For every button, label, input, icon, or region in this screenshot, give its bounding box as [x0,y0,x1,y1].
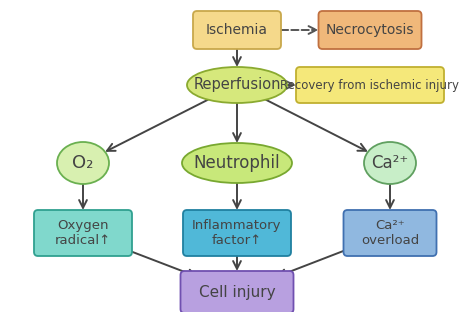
Text: Oxygen
radical↑: Oxygen radical↑ [55,219,111,247]
Text: Inflammatory
factor↑: Inflammatory factor↑ [192,219,282,247]
Ellipse shape [182,143,292,183]
FancyBboxPatch shape [344,210,437,256]
FancyArrowPatch shape [233,103,241,141]
Text: Recovery from ischemic injury: Recovery from ischemic injury [281,79,459,91]
FancyArrowPatch shape [286,81,294,89]
Ellipse shape [57,142,109,184]
Text: Reperfusion: Reperfusion [193,77,281,92]
Ellipse shape [187,67,287,103]
FancyBboxPatch shape [181,271,293,312]
FancyBboxPatch shape [319,11,421,49]
FancyArrowPatch shape [107,100,208,151]
FancyArrowPatch shape [278,247,353,277]
FancyBboxPatch shape [193,11,281,49]
Text: Ca²⁺
overload: Ca²⁺ overload [361,219,419,247]
Text: Necrocytosis: Necrocytosis [326,23,414,37]
Text: Cell injury: Cell injury [199,285,275,300]
Ellipse shape [364,142,416,184]
FancyArrowPatch shape [233,49,241,65]
FancyArrowPatch shape [121,247,196,277]
FancyBboxPatch shape [296,67,444,103]
FancyArrowPatch shape [386,184,394,208]
FancyArrowPatch shape [266,100,366,151]
FancyArrowPatch shape [281,26,316,34]
Text: O₂: O₂ [73,154,94,172]
Text: Neutrophil: Neutrophil [194,154,280,172]
FancyArrowPatch shape [233,183,241,208]
FancyArrowPatch shape [233,256,241,269]
FancyBboxPatch shape [34,210,132,256]
FancyArrowPatch shape [79,184,87,208]
FancyBboxPatch shape [183,210,291,256]
Text: Ischemia: Ischemia [206,23,268,37]
Text: Ca²⁺: Ca²⁺ [371,154,409,172]
